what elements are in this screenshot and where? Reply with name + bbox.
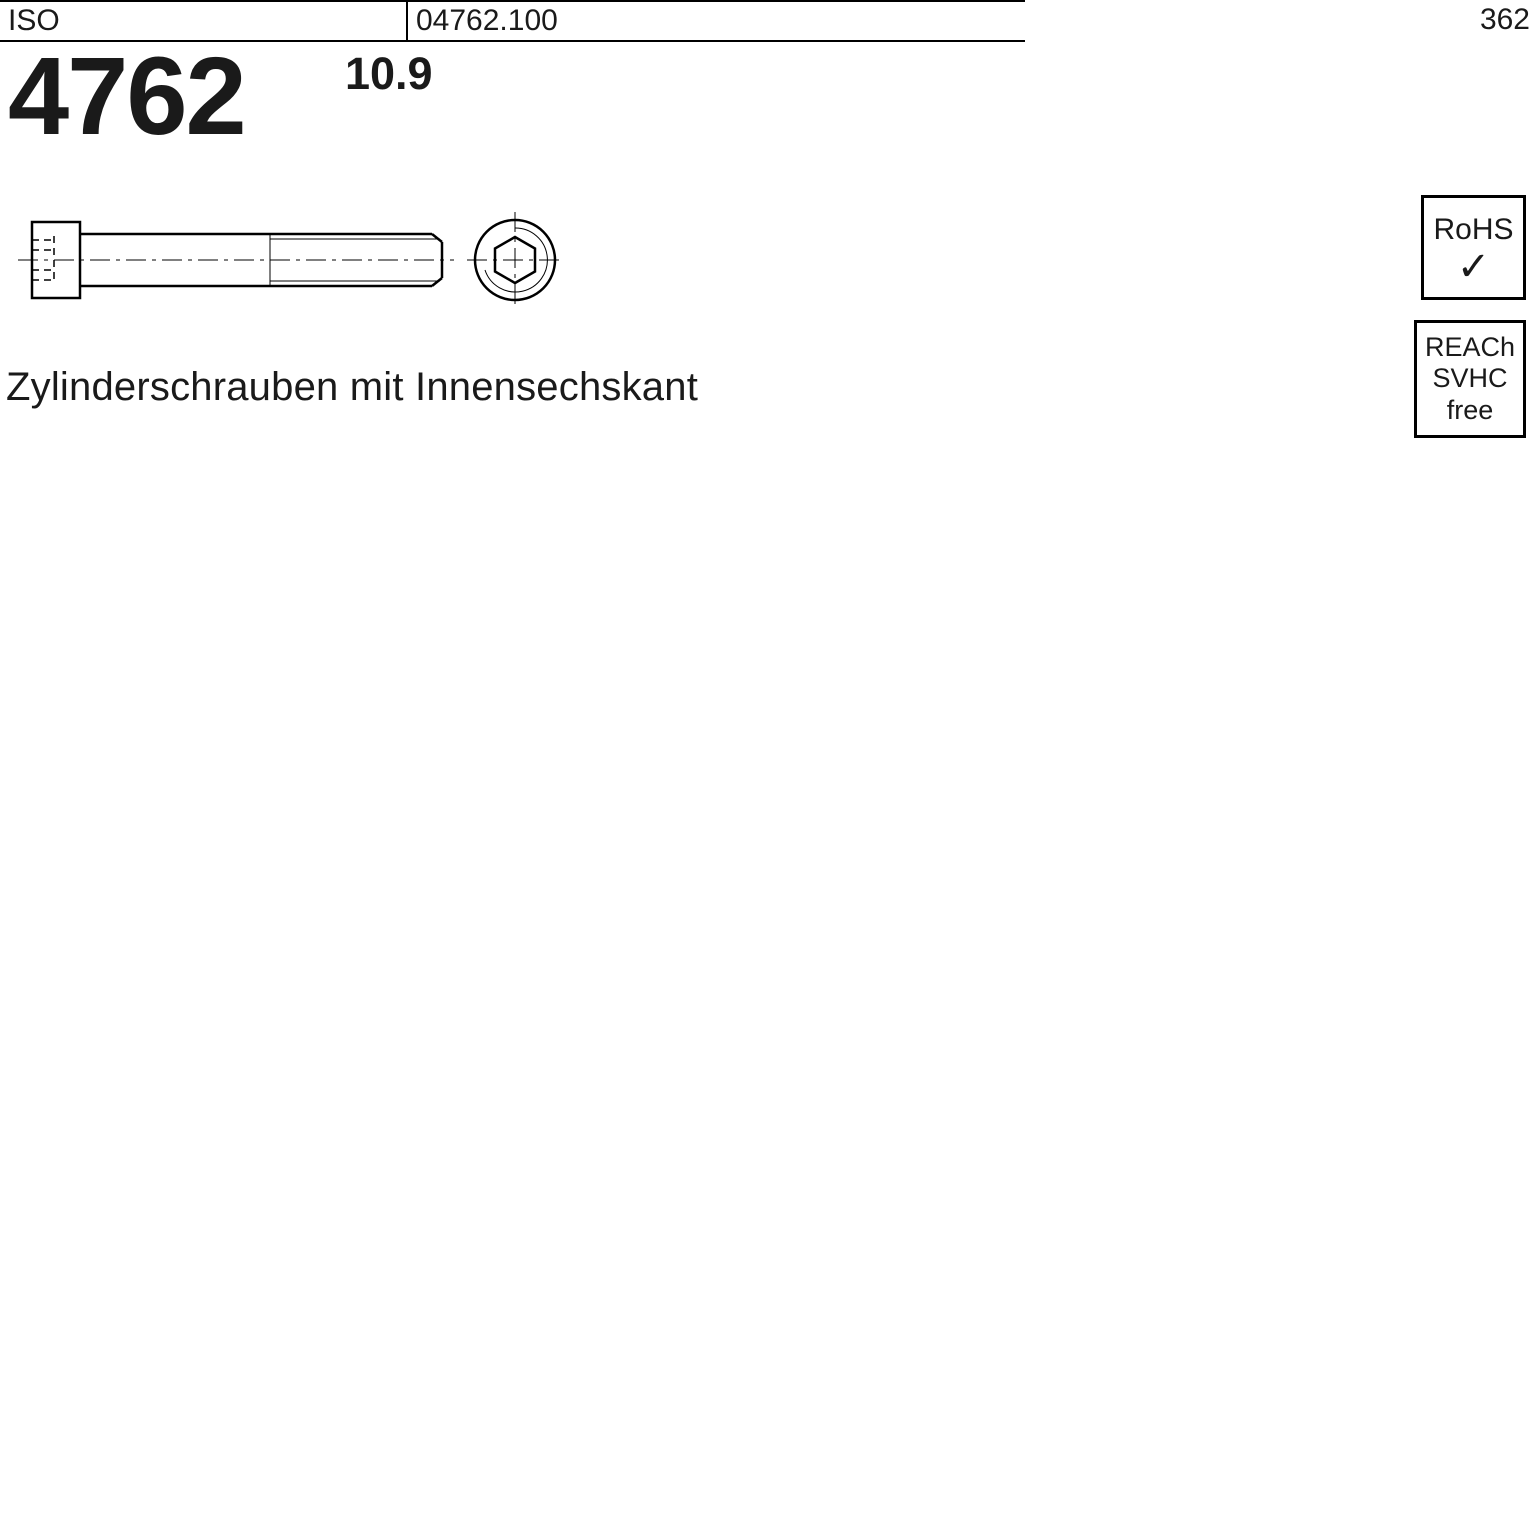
rohs-badge: RoHS ✓ [1421, 195, 1526, 300]
chamfer-top [432, 234, 442, 242]
datasheet-page: ISO 04762.100 362 4762 10.9 [0, 0, 1536, 1536]
header-page-number: 362 [1480, 0, 1530, 42]
standard-number: 4762 [8, 42, 245, 152]
product-description: Zylinderschrauben mit Innensechskant [6, 365, 698, 410]
technical-drawing [10, 200, 570, 320]
check-icon: ✓ [1457, 251, 1491, 283]
chamfer-bot [432, 278, 442, 286]
rohs-label: RoHS [1433, 213, 1513, 247]
reach-line3: free [1447, 395, 1494, 426]
screw-drawing-svg [10, 200, 570, 320]
strength-class: 10.9 [345, 48, 433, 100]
reach-badge: REACh SVHC free [1414, 320, 1526, 438]
reach-line2: SVHC [1432, 363, 1507, 394]
reach-line1: REACh [1425, 332, 1515, 363]
header-code: 04762.100 [408, 2, 1025, 40]
